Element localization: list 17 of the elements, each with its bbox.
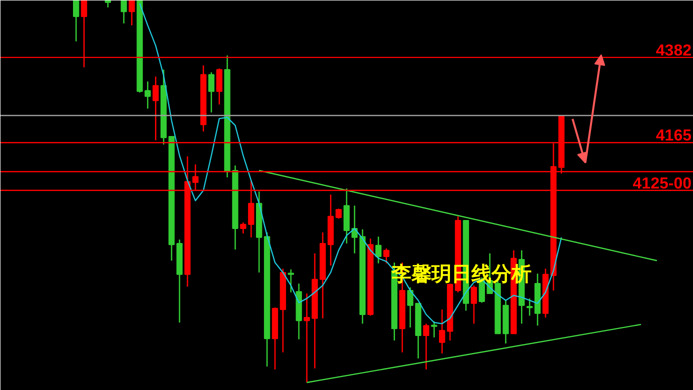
candlestick <box>375 236 382 264</box>
annotation: 4382 <box>656 42 692 60</box>
candlestick <box>208 72 214 114</box>
candlestick <box>120 0 127 24</box>
candlestick <box>438 308 446 354</box>
candlestick <box>383 248 390 264</box>
candlestick <box>73 0 80 42</box>
annotation: 4125-00 <box>632 175 692 192</box>
candlestick <box>128 0 135 26</box>
candlestick <box>240 222 246 234</box>
candlestick <box>216 68 222 106</box>
candlestick <box>288 268 294 293</box>
candlestick <box>526 298 533 316</box>
candlestick <box>470 284 477 324</box>
candlestick <box>423 323 430 370</box>
annotation: 4165 <box>656 128 692 145</box>
candlestick <box>431 320 438 338</box>
